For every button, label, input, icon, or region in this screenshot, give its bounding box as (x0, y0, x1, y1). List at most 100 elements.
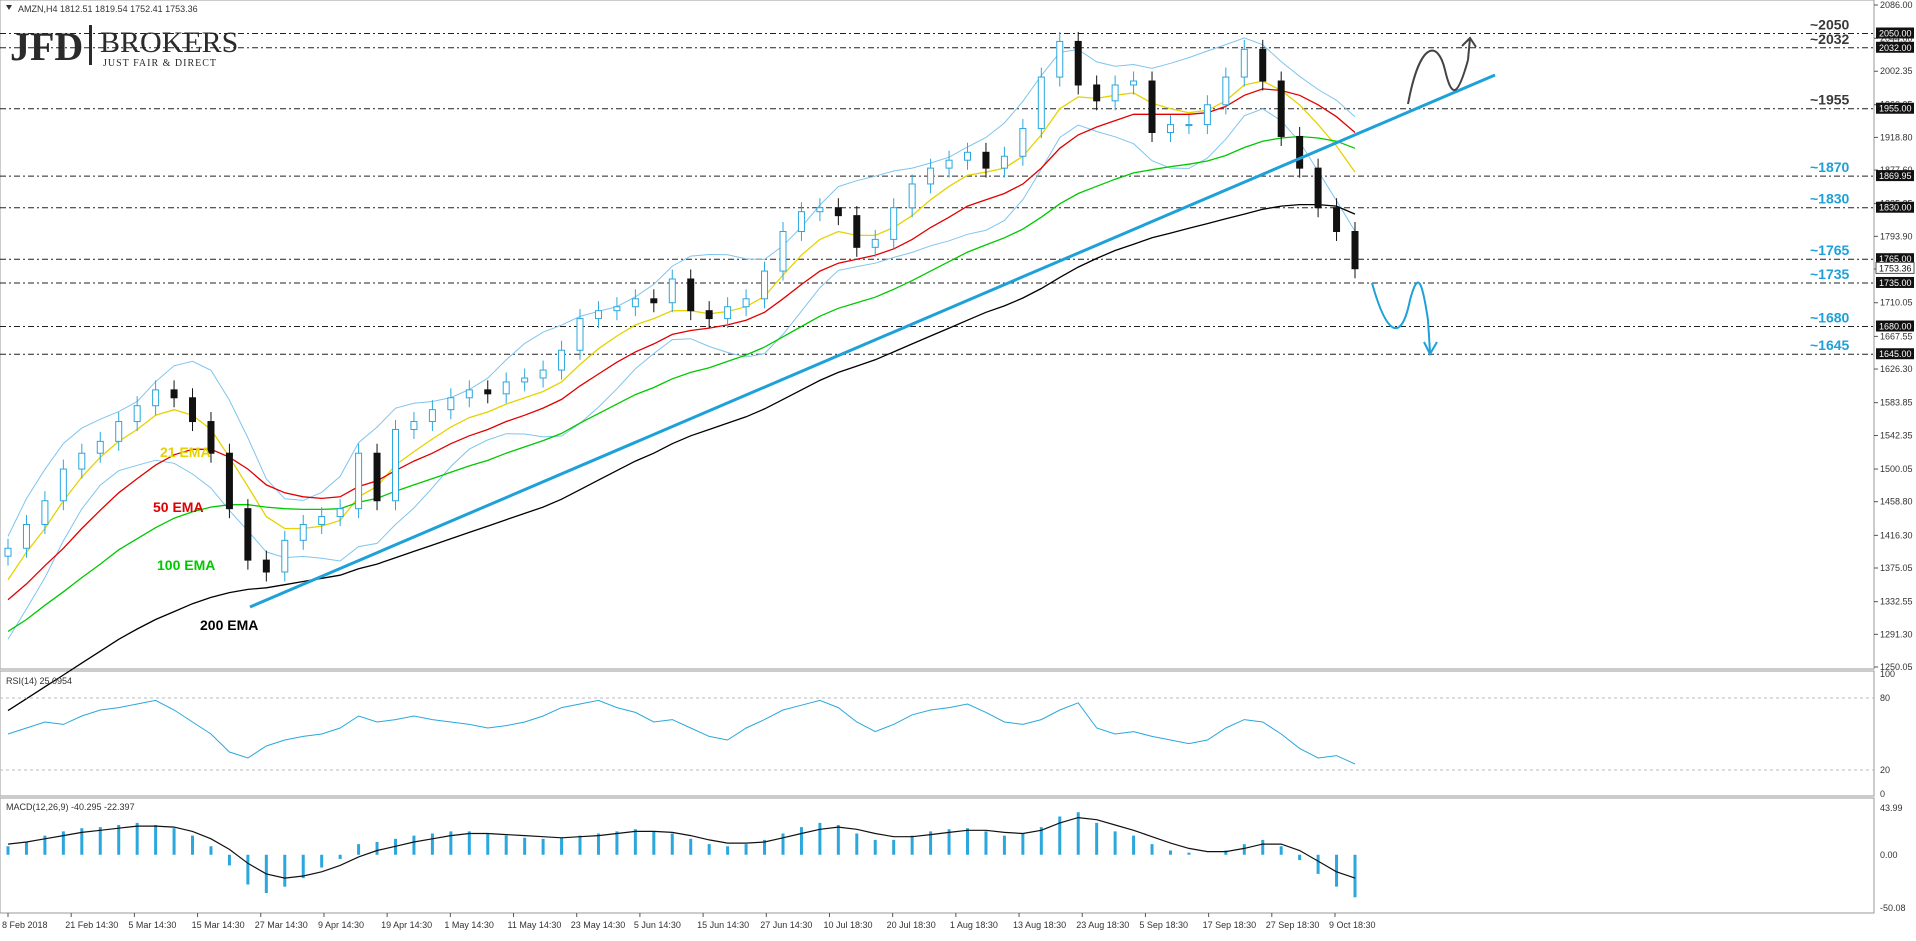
level-label: ~2032 (1810, 31, 1850, 47)
price-tick-label: 1542.35 (1880, 431, 1913, 441)
candle-body (391, 428, 399, 502)
candle-body (465, 389, 473, 399)
level-price-tag (1876, 41, 1914, 53)
time-tick-label: 17 Sep 18:30 (1203, 920, 1257, 930)
candle-body (318, 516, 326, 525)
candle-body (1259, 48, 1267, 82)
candle-body (133, 405, 141, 423)
level-price-tag (1876, 348, 1914, 360)
candle-body (262, 559, 270, 573)
candle-body (631, 298, 639, 308)
level-label: ~1680 (1810, 310, 1850, 326)
time-axis: 8 Feb 2018 21 Feb 14:30 5 Mar 14:30 15 Mar … (2, 913, 1376, 930)
logo-tagline: JUST FAIR & DIRECT (103, 58, 217, 69)
candle-body (705, 310, 713, 320)
time-tick-label: 10 Jul 18:30 (823, 920, 872, 930)
level-price-tag (1876, 102, 1914, 114)
time-tick-label: 15 Jun 14:30 (697, 920, 749, 930)
candle-body (613, 306, 621, 312)
logo-brokers: BROKERS (100, 26, 238, 59)
time-tick-label: 20 Jul 18:30 (887, 920, 936, 930)
candle-body (779, 230, 787, 272)
price-levels (0, 33, 1874, 355)
rsi-tick-label: 100 (1880, 669, 1895, 679)
candle-body (373, 452, 381, 502)
level-price-tag-text: 1955.00 (1879, 104, 1912, 114)
candle-body (502, 381, 510, 395)
time-tick-label: 23 Aug 18:30 (1076, 920, 1129, 930)
rsi-indicator: 100 80 20 0 (0, 669, 1895, 799)
price-tick-label: 1626.30 (1880, 364, 1913, 374)
level-price-tag (1876, 276, 1914, 288)
candle-body (1222, 76, 1230, 106)
price-panel (0, 0, 1875, 670)
time-tick-label: 15 Mar 14:30 (192, 920, 245, 930)
bullish-arrowhead-icon (1461, 36, 1477, 61)
candle-body (521, 377, 529, 383)
level-label: ~1955 (1810, 92, 1850, 108)
candle-body (1203, 104, 1211, 126)
price-tick-label: 1583.85 (1880, 398, 1913, 408)
macd-tick-label: 43.99 (1880, 803, 1903, 813)
candle-body (4, 547, 12, 557)
candle-body (1019, 128, 1027, 157)
bullish-scenario-arrow (1407, 49, 1469, 105)
macd-indicator: 43.99 0.00 -50.08 (6, 803, 1906, 913)
time-tick-label: 5 Jun 14:30 (634, 920, 681, 930)
level-label: ~1765 (1810, 242, 1850, 258)
candle-body (853, 215, 861, 248)
bearish-scenario-arrow (1371, 281, 1431, 353)
candle-body (1351, 230, 1359, 270)
candle-body (225, 452, 233, 510)
time-tick-label: 27 Mar 14:30 (255, 920, 308, 930)
price-tick-label: 1332.55 (1880, 597, 1913, 607)
symbol-header: AMZN,H4 1812.51 1819.54 1752.41 1753.36 (18, 4, 198, 14)
candle-body (908, 183, 916, 209)
price-tick-label: 1458.80 (1880, 497, 1913, 507)
candle-body (1130, 80, 1138, 86)
price-tick-label: 1918.80 (1880, 132, 1913, 142)
time-tick-label: 1 May 14:30 (444, 920, 494, 930)
candle-body (650, 298, 658, 304)
candle-body (945, 159, 953, 169)
level-price-tag-text: 1680.00 (1879, 322, 1912, 332)
price-tick-label: 2002.35 (1880, 66, 1913, 76)
annotations: ~2050 2050.00 ~2032 2032.00 ~1955 1955.00 ~187… (249, 17, 1915, 609)
rsi-tick-label: 0 (1880, 789, 1885, 799)
rsi-panel (0, 670, 1875, 797)
candle-body (964, 151, 972, 161)
candle-body (1074, 40, 1082, 86)
candle-body (1111, 84, 1119, 102)
current-price-tag-text: 1753.36 (1879, 263, 1912, 273)
time-tick-label: 9 Apr 14:30 (318, 920, 364, 930)
jfd-logo: JFD BROKERS JUST FAIR & DIRECT (10, 24, 238, 69)
candle-body (1185, 124, 1193, 127)
candle-body (428, 409, 436, 423)
candle-body (1056, 40, 1064, 78)
macd-label: MACD(12,26,9) -40.295 -22.397 (6, 802, 135, 812)
candle-body (687, 278, 695, 312)
candle-body (1000, 155, 1008, 169)
candle-body (299, 523, 307, 541)
macd-signal-line (7, 816, 1356, 879)
ema50-label: 50 EMA (153, 499, 204, 515)
candle-body (761, 270, 769, 300)
time-tick-label: 8 Feb 2018 (2, 920, 48, 930)
candle-body (539, 369, 547, 379)
macd-tick-label: -50.08 (1880, 903, 1906, 913)
collapse-triangle-icon[interactable] (6, 5, 12, 10)
rsi-label: RSI(14) 25.0954 (6, 676, 72, 686)
candle-body (742, 298, 750, 308)
candle-body (207, 421, 215, 454)
time-tick-label: 23 May 14:30 (571, 920, 626, 930)
price-tick-label: 1250.05 (1880, 662, 1913, 672)
level-price-tag-text: 1869.95 (1879, 171, 1912, 181)
macd-panel (0, 797, 1875, 914)
candle-body (336, 508, 344, 518)
level-price-tag-text: 1735.00 (1879, 278, 1912, 288)
candle-body (1148, 80, 1156, 133)
ema200-line (7, 203, 1356, 712)
candle-body (1277, 80, 1285, 137)
candle-body (724, 306, 732, 320)
